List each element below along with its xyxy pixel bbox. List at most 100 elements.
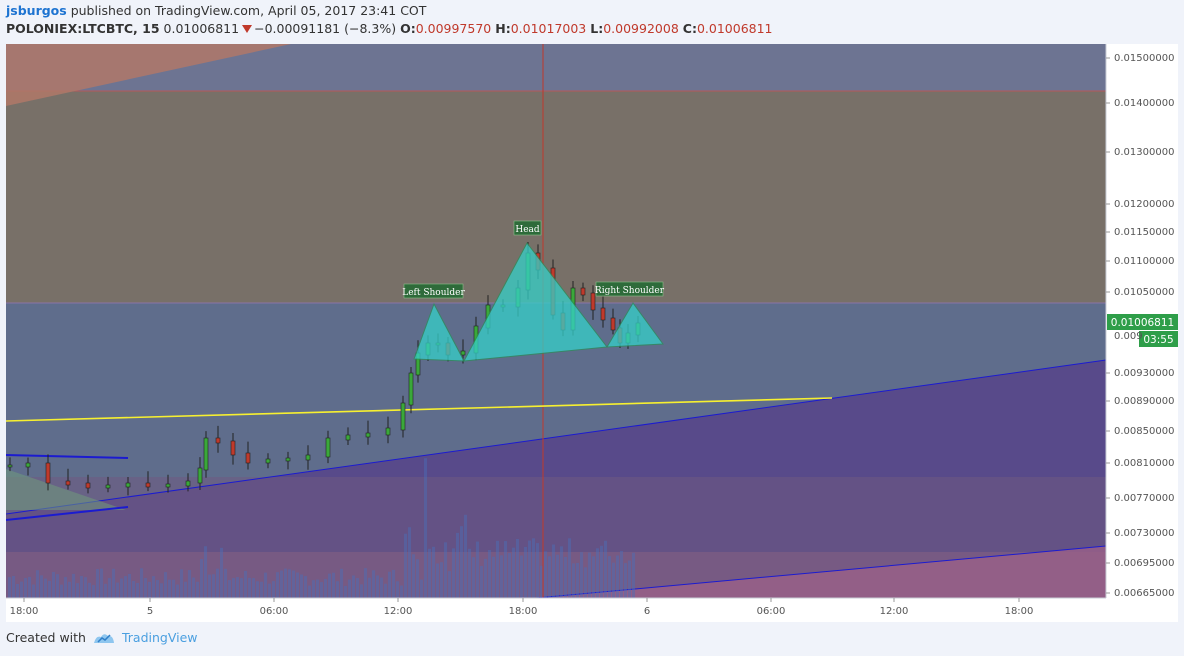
- time-tick-label: 18:00: [1005, 606, 1034, 617]
- annotation-head[interactable]: Head: [513, 220, 542, 236]
- volume-bar: [144, 577, 147, 598]
- volume-bar: [304, 576, 307, 598]
- volume-bar: [596, 548, 599, 598]
- volume-bar: [112, 568, 115, 598]
- volume-bar: [164, 572, 167, 598]
- tradingview-link[interactable]: TradingView: [92, 630, 198, 645]
- candle-body: [125, 482, 131, 488]
- symbol-label[interactable]: POLONIEX:LTCBTC, 15: [6, 21, 160, 36]
- channel-line-upper: [6, 359, 1106, 515]
- volume-bar: [436, 563, 439, 598]
- volume-bar: [544, 551, 547, 598]
- volume-bar: [344, 585, 347, 598]
- volume-bar: [432, 546, 435, 598]
- volume-bar: [184, 581, 187, 598]
- time-tick-label: 12:00: [880, 606, 909, 617]
- volume-bar: [628, 560, 631, 598]
- volume-bar: [84, 577, 87, 598]
- volume-bar: [280, 570, 283, 598]
- volume-bar: [180, 569, 183, 598]
- time-tick-label: 06:00: [757, 606, 786, 617]
- chart-container[interactable]: Left Shoulder Head Right Shoulder 0.0150…: [6, 44, 1178, 622]
- volume-bar: [240, 578, 243, 598]
- volume-bar: [372, 570, 375, 598]
- candle-body: [230, 440, 236, 456]
- volume-bar: [468, 548, 471, 598]
- volume-bar: [580, 552, 583, 598]
- close-value: 0.01006811: [696, 21, 773, 36]
- wedge-line-upper: [6, 454, 129, 459]
- left-shoulder-shape: [413, 302, 465, 362]
- volume-bar: [72, 573, 75, 598]
- candle-body: [105, 484, 111, 489]
- candle-body: [365, 432, 371, 438]
- candle-body: [408, 372, 414, 406]
- candle-body: [203, 437, 209, 471]
- candle-body: [325, 437, 331, 458]
- volume-bar: [588, 552, 591, 598]
- volume-bar: [156, 580, 159, 598]
- tradingview-logo-icon: [93, 633, 114, 643]
- volume-bar: [420, 579, 423, 598]
- volume-bar: [28, 576, 31, 598]
- volume-bar: [320, 582, 323, 598]
- author-link[interactable]: jsburgos: [6, 3, 67, 18]
- volume-bar: [76, 583, 79, 598]
- volume-bar: [464, 514, 467, 598]
- volume-bar: [300, 574, 303, 598]
- footer: Created with TradingView: [6, 630, 198, 645]
- volume-bar: [160, 583, 163, 598]
- volume-bar: [80, 575, 83, 598]
- volume-bar: [364, 568, 367, 598]
- volume-bar: [252, 578, 255, 598]
- volume-bar: [328, 573, 331, 598]
- tradingview-brand: TradingView: [121, 630, 198, 645]
- volume-bar: [64, 577, 67, 598]
- price-tick-label: 0.01300000: [1114, 147, 1174, 158]
- open-label: O:: [400, 21, 416, 36]
- volume-bar: [20, 581, 23, 598]
- publish-line: jsburgos published on TradingView.com, A…: [6, 3, 426, 18]
- volume-bar: [56, 574, 59, 598]
- volume-bar: [576, 562, 579, 598]
- chart-header: jsburgos published on TradingView.com, A…: [0, 0, 1184, 42]
- volume-bar: [384, 583, 387, 598]
- volume-bar: [484, 558, 487, 598]
- volume-bar: [40, 575, 43, 598]
- volume-bar: [128, 573, 131, 598]
- volume-bar: [188, 570, 191, 598]
- annotation-right-shoulder[interactable]: Right Shoulder: [595, 281, 665, 297]
- annotation-left-shoulder[interactable]: Left Shoulder: [402, 283, 465, 299]
- volume-bar: [152, 576, 155, 598]
- wedge-line-lower: [6, 506, 129, 521]
- volume-bar: [508, 553, 511, 598]
- volume-bar: [492, 556, 495, 598]
- volume-bar: [352, 575, 355, 598]
- candle-body: [215, 437, 221, 444]
- price-tick-label: 0.00810000: [1114, 458, 1174, 469]
- low-value: 0.00992008: [603, 21, 679, 36]
- time-axis[interactable]: [6, 598, 1178, 622]
- volume-bar: [36, 570, 39, 598]
- price-tick-label: 0.01100000: [1114, 256, 1174, 267]
- volume-bar: [620, 550, 623, 598]
- volume-bar: [100, 568, 103, 598]
- volume-bar: [356, 578, 359, 598]
- price-tick-label: 0.01500000: [1114, 53, 1174, 64]
- volume-bar: [560, 546, 563, 598]
- price-tick-label: 0.01200000: [1114, 199, 1174, 210]
- price-chart[interactable]: Left Shoulder Head Right Shoulder 0.0150…: [6, 44, 1178, 622]
- volume-bar: [168, 579, 171, 598]
- volume-bar: [336, 581, 339, 598]
- volume-bar: [460, 526, 463, 598]
- volume-bar: [68, 581, 71, 598]
- head-shape: [463, 242, 608, 362]
- volume-bar: [276, 572, 279, 598]
- volume-bar: [308, 585, 311, 598]
- candle-body: [590, 292, 596, 311]
- volume-bar: [404, 533, 407, 598]
- volume-bar: [472, 557, 475, 598]
- volume-bar: [32, 584, 35, 598]
- price-tick-label: 0.00770000: [1114, 493, 1174, 504]
- volume-bar: [448, 571, 451, 598]
